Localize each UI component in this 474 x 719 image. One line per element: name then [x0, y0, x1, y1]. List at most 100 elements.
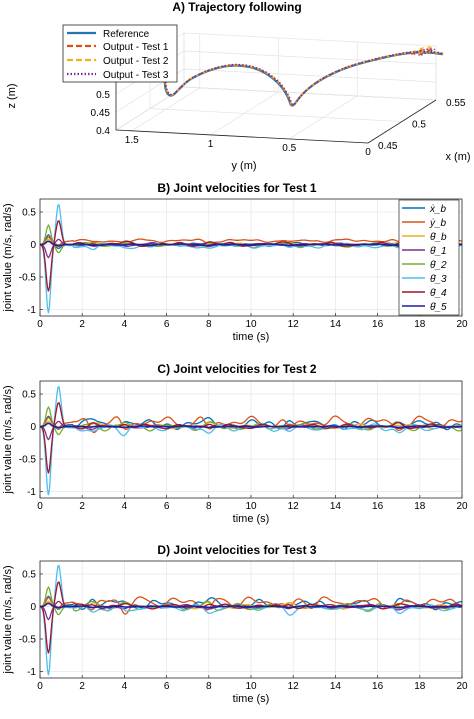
x-axis-label: y (m) [231, 160, 256, 172]
x-tick-label: 0.55 [446, 98, 466, 109]
x-tick-label: 12 [288, 681, 300, 692]
z-tick-label: 0.5 [96, 90, 110, 101]
legend-label: θ̇_b [430, 232, 447, 243]
test3-trajectory-end-loop [413, 48, 436, 57]
y-tick-label: 0 [30, 422, 36, 433]
x-tick-label: 18 [414, 319, 426, 330]
x-tick-label: 10 [245, 501, 257, 512]
y-axis-label: joint value (m/s, rad/s) [2, 385, 14, 494]
y-axis-line [115, 129, 369, 144]
x-axis-label: time (s) [233, 693, 270, 705]
x-tick-label: 16 [372, 319, 384, 330]
x-tick-label: 0.5 [412, 120, 426, 131]
chart-title-a: A) Trajectory following [172, 0, 301, 14]
y-tick-label: -1 [27, 487, 36, 498]
legend-label: θ̇_4 [430, 288, 447, 299]
test3-trajectory [164, 50, 444, 106]
legend-label: θ̇_5 [430, 302, 447, 313]
x-tick-label: 6 [164, 501, 170, 512]
x-tick-label: 14 [330, 319, 342, 330]
legend-box [62, 24, 178, 83]
y-tick-label: -0.5 [19, 635, 37, 646]
x-tick-label: 20 [456, 681, 468, 692]
x-tick-label: 14 [330, 501, 342, 512]
3d-tick-labels: 1.5 1 0.5 0 0.45 0.5 0.55 0.4 0.45 0.5 [91, 90, 466, 158]
x-tick-label: 12 [288, 319, 300, 330]
x-tick-label: 0.45 [378, 141, 398, 152]
x-tick-label: 16 [372, 681, 384, 692]
y-tick-label: 0.5 [282, 143, 296, 154]
x-tick-label: 6 [164, 681, 170, 692]
y-tick-label: 0.5 [22, 208, 36, 219]
x-tick-label: 2 [79, 501, 85, 512]
x-tick-label: 10 [245, 681, 257, 692]
x-tick-label: 18 [414, 501, 426, 512]
legend-label-test2: Output - Test 2 [103, 56, 169, 67]
x-tick-label: 14 [330, 681, 342, 692]
y-tick-label: -0.5 [19, 273, 37, 284]
panel-trajectory: A) Trajectory following 1.5 1 0.5 0 0.45 0.5 0… [6, 0, 471, 172]
grid-line [115, 86, 437, 131]
legend-label: θ̇_3 [430, 274, 447, 285]
x-axis-label: time (s) [233, 513, 270, 525]
legend-label-test3: Output - Test 3 [103, 70, 169, 81]
x-tick-label: 6 [164, 319, 170, 330]
x-tick-label: 18 [414, 681, 426, 692]
grid-line [115, 68, 437, 113]
y-tick-label: 0 [30, 240, 36, 251]
x-axis-label: time (s) [233, 331, 270, 343]
x-tick-label: 8 [206, 681, 212, 692]
y-tick-label: 0 [30, 602, 36, 613]
panel-test2: C) Joint velocities for Test 2 0 2 4 6 8 10 12… [2, 362, 468, 525]
y-tick-label: 1 [208, 139, 214, 150]
y-axis-label: x (m) [445, 151, 470, 163]
y-tick-label: -1 [27, 305, 36, 316]
x-tick-label: 10 [245, 319, 257, 330]
legend-a: Reference Output - Test 1 Output - Test … [62, 24, 178, 83]
x-tick-label: 0 [37, 319, 43, 330]
trajectory-lines [163, 46, 444, 107]
x-tick-label: 0 [37, 501, 43, 512]
panel-test1: B) Joint velocities for Test 1 0 2 4 6 8 10 12… [2, 181, 468, 343]
y-tick-label: 1.5 [125, 135, 139, 146]
chart-title-d: D) Joint velocities for Test 3 [157, 543, 316, 557]
y-tick-label: -1 [27, 667, 36, 678]
x-tick-label: 4 [122, 501, 128, 512]
y-tick-label: -0.5 [19, 455, 37, 466]
z-tick-label: 0.45 [91, 108, 111, 119]
legend-label-reference: Reference [103, 29, 150, 40]
x-tick-label: 4 [122, 319, 128, 330]
x-tick-label: 20 [456, 501, 468, 512]
z-tick-label: 0.4 [96, 126, 110, 137]
legend-label: ẋ_b [429, 204, 447, 215]
x-tick-label: 2 [79, 319, 85, 330]
legend-label: θ̇_2 [430, 260, 447, 271]
chart-title-b: B) Joint velocities for Test 1 [157, 181, 316, 195]
series-line-2 [39, 236, 463, 246]
x-tick-label: 8 [206, 319, 212, 330]
y-tick-label: 0.5 [22, 390, 36, 401]
3d-axes-box [114, 32, 438, 144]
y-axis-label: joint value (m/s, rad/s) [2, 565, 14, 674]
chart-title-c: C) Joint velocities for Test 2 [157, 362, 316, 376]
y-tick-label: 0.5 [22, 570, 36, 581]
x-tick-label: 20 [456, 319, 468, 330]
legend-label: ẏ_b [429, 218, 447, 229]
series-line-8 [40, 602, 463, 609]
x-tick-label: 0 [37, 681, 43, 692]
x-tick-label: 2 [79, 681, 85, 692]
x-axis-line [367, 99, 437, 144]
x-tick-label: 16 [372, 501, 384, 512]
z-axis-label: z (m) [6, 83, 18, 108]
y-axis-label: joint value (m/s, rad/s) [2, 203, 14, 312]
x-tick-label: 12 [288, 501, 300, 512]
legend-box [398, 199, 460, 316]
panel-test3: D) Joint velocities for Test 3 0 2 4 6 8 10 12… [2, 543, 468, 705]
legend-label-test1: Output - Test 1 [103, 42, 169, 53]
legend-label: θ̇_1 [430, 246, 447, 257]
x-tick-label: 8 [206, 501, 212, 512]
test2-trajectory-end-loop [412, 46, 435, 55]
x-tick-label: 4 [122, 681, 128, 692]
y-tick-label: 0 [365, 147, 371, 158]
